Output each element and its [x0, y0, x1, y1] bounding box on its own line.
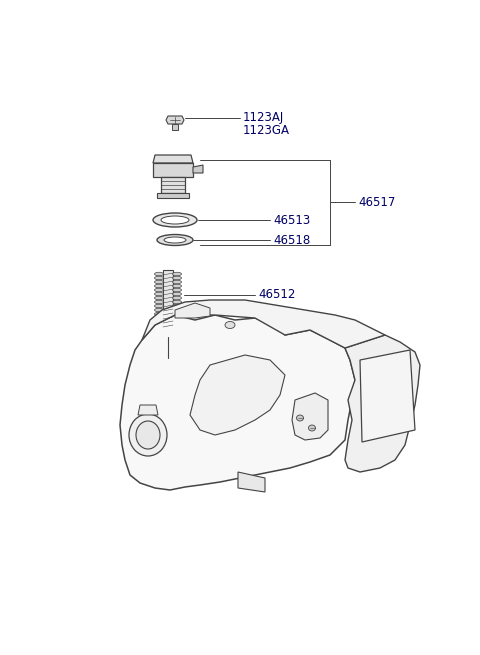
Ellipse shape [172, 324, 181, 328]
Ellipse shape [155, 296, 164, 300]
Polygon shape [238, 472, 265, 492]
Polygon shape [153, 163, 193, 177]
Polygon shape [138, 405, 158, 415]
Ellipse shape [172, 292, 181, 296]
Ellipse shape [155, 292, 164, 296]
Polygon shape [153, 155, 193, 163]
Polygon shape [360, 350, 415, 442]
Polygon shape [175, 303, 210, 318]
Text: 1123GA: 1123GA [243, 124, 290, 136]
Ellipse shape [225, 322, 235, 329]
Polygon shape [163, 270, 173, 330]
Ellipse shape [172, 316, 181, 320]
Ellipse shape [155, 316, 164, 320]
Ellipse shape [172, 284, 181, 288]
Polygon shape [345, 335, 420, 472]
Ellipse shape [172, 312, 181, 316]
Text: 46512: 46512 [258, 288, 295, 301]
Ellipse shape [157, 234, 193, 246]
Polygon shape [157, 193, 189, 198]
Ellipse shape [155, 280, 164, 284]
Ellipse shape [309, 425, 315, 431]
Ellipse shape [172, 309, 181, 312]
Ellipse shape [172, 272, 181, 276]
Polygon shape [120, 315, 355, 490]
Ellipse shape [153, 213, 197, 227]
Ellipse shape [155, 312, 164, 316]
Ellipse shape [172, 320, 181, 324]
Text: 1123AJ: 1123AJ [243, 111, 284, 124]
Text: 46518: 46518 [273, 233, 310, 246]
Polygon shape [172, 124, 178, 130]
Ellipse shape [155, 276, 164, 280]
Ellipse shape [155, 284, 164, 288]
Ellipse shape [161, 216, 189, 224]
Ellipse shape [297, 415, 303, 421]
Polygon shape [142, 300, 385, 348]
Ellipse shape [155, 324, 164, 328]
Ellipse shape [172, 305, 181, 308]
Ellipse shape [136, 421, 160, 449]
Ellipse shape [155, 305, 164, 308]
Ellipse shape [155, 300, 164, 304]
Ellipse shape [172, 300, 181, 304]
Ellipse shape [150, 323, 186, 337]
Ellipse shape [155, 309, 164, 312]
Ellipse shape [172, 296, 181, 300]
Text: 46513: 46513 [273, 214, 310, 227]
Ellipse shape [155, 272, 164, 276]
Ellipse shape [155, 288, 164, 291]
Ellipse shape [164, 237, 186, 243]
Text: 46517: 46517 [358, 195, 396, 208]
Polygon shape [161, 177, 185, 193]
Ellipse shape [155, 320, 164, 324]
Ellipse shape [129, 414, 167, 456]
Ellipse shape [172, 288, 181, 291]
Polygon shape [190, 355, 285, 435]
Ellipse shape [172, 276, 181, 280]
Polygon shape [193, 165, 203, 173]
Ellipse shape [172, 280, 181, 284]
Polygon shape [292, 393, 328, 440]
Polygon shape [166, 116, 184, 124]
